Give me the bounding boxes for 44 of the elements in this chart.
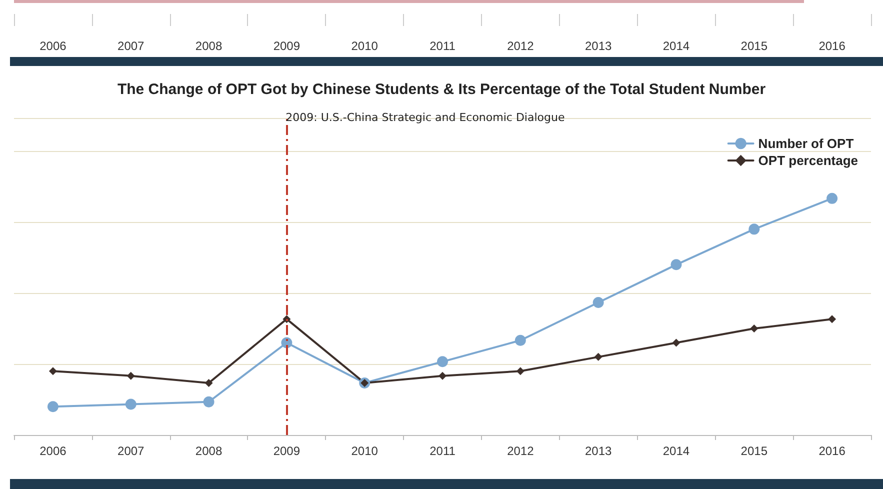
category-label: 2013 [584, 39, 612, 53]
chart-title: The Change of OPT Got by Chinese Students & Its Percentage of the Total Student Number [117, 81, 766, 98]
x-tick-label: 2009 [273, 444, 300, 458]
legend-label: OPT percentage [758, 153, 858, 168]
x-tick-label: 2006 [40, 444, 67, 458]
point [437, 356, 448, 368]
x-tick-label: 2015 [740, 444, 768, 458]
category-label: 2016 [818, 39, 846, 53]
x-tick-label: 2010 [351, 444, 378, 458]
x-tick-label: 2016 [818, 444, 846, 458]
x-tick-label: 2012 [507, 444, 534, 458]
point [514, 334, 526, 346]
point [203, 396, 214, 408]
point [48, 367, 57, 376]
category-label: 2014 [662, 39, 690, 53]
x-tick-label: 2014 [662, 444, 690, 458]
point [670, 259, 682, 270]
point [672, 338, 680, 347]
point [516, 367, 524, 376]
x-tick-label: 2008 [195, 444, 222, 458]
category-label: 2007 [118, 39, 144, 53]
point [47, 401, 58, 412]
x-tick-label: 2013 [584, 444, 612, 458]
category-label: 2006 [40, 39, 66, 53]
category-label: 2009 [273, 39, 300, 53]
category-label: 2011 [430, 39, 456, 53]
point [592, 297, 604, 308]
category-label: 2008 [195, 39, 222, 53]
point [126, 372, 135, 380]
ref-line-label: 2009: U.S.-China Strategic and Economic Dialogue [286, 111, 565, 124]
point [826, 192, 838, 204]
point [750, 324, 758, 333]
category-label: 2012 [507, 39, 534, 53]
x-tick-label: 2007 [118, 444, 145, 458]
point [125, 398, 136, 410]
point [594, 352, 602, 361]
point [748, 224, 760, 235]
legend-label: Number of OPT [758, 136, 854, 151]
x-tick-label: 2011 [430, 444, 456, 458]
point [438, 372, 446, 380]
category-label: 2010 [351, 39, 378, 53]
point [204, 378, 213, 387]
point [828, 315, 836, 324]
category-label: 2015 [740, 39, 768, 53]
